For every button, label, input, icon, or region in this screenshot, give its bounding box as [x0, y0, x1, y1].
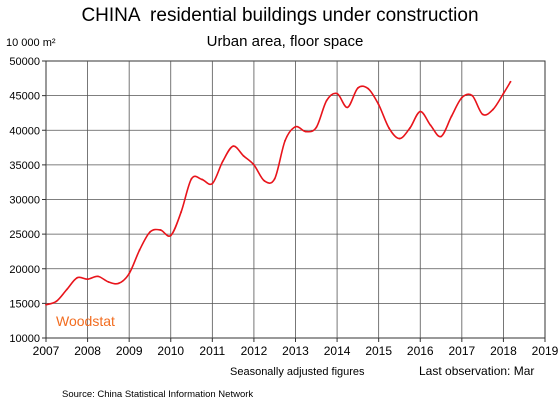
x-tick-label: 2008: [74, 344, 101, 358]
x-tick-label: 2013: [282, 344, 309, 358]
data-point: [107, 281, 110, 283]
data-point: [190, 177, 193, 180]
x-tick-label: 2007: [33, 344, 60, 358]
data-point: [211, 182, 214, 185]
data-point: [253, 163, 255, 166]
data-point: [450, 115, 453, 118]
x-tick-label: 2017: [448, 344, 475, 358]
data-point: [377, 103, 380, 106]
seasonally-adjusted-note: Seasonally adjusted figures: [230, 366, 365, 378]
data-point: [388, 127, 390, 130]
y-tick-label: 30000: [9, 195, 40, 207]
data-point: [315, 126, 318, 129]
data-point: [440, 135, 442, 138]
y-tick-label: 50000: [9, 56, 40, 68]
x-tick-label: 2019: [532, 344, 559, 358]
x-tick-labels: 2007 2008 2009 2010 2011 2012 2013 2014 2015 2016…: [33, 344, 559, 358]
data-point: [86, 278, 89, 281]
data-point: [502, 92, 505, 95]
y-tick-label: 10000: [9, 333, 40, 345]
data-point: [97, 275, 99, 278]
y-tick-label: 45000: [9, 91, 40, 103]
x-tick-label: 2012: [241, 344, 268, 358]
data-point: [408, 127, 411, 130]
x-tick-label: 2016: [407, 344, 434, 358]
data-point: [356, 87, 359, 89]
data-point: [201, 178, 203, 181]
x-tick-label: 2010: [157, 344, 184, 358]
source-note: Source: China Statistical Information Ne…: [62, 389, 253, 400]
data-point: [45, 303, 47, 306]
data-point: [481, 113, 484, 116]
data-point: [325, 99, 328, 102]
data-point: [180, 211, 183, 213]
x-tick-label: 2018: [490, 344, 517, 358]
x-tick-label: 2011: [199, 344, 225, 358]
series-layer: [45, 80, 512, 306]
data-point: [460, 96, 463, 99]
data-point: [149, 231, 151, 233]
y-tick-labels: 10000 15000 20000 25000 30000 35000 40000 45000…: [9, 56, 40, 345]
x-tick-label: 2015: [365, 344, 392, 358]
data-point: [492, 108, 494, 111]
data-point: [336, 92, 338, 95]
data-point: [232, 145, 235, 148]
y-tick-label: 40000: [9, 125, 40, 137]
x-tick-label: 2009: [116, 344, 143, 358]
data-point: [128, 272, 131, 275]
data-point: [159, 229, 162, 231]
data-point: [509, 80, 512, 83]
y-tick-label: 25000: [9, 229, 40, 241]
y-gridlines: [42, 60, 545, 339]
data-point: [65, 288, 68, 291]
data-point: [284, 139, 286, 142]
last-observation-note: Last observation: Mar: [419, 364, 534, 378]
data-point: [263, 179, 266, 182]
x-tick-label: 2014: [324, 344, 351, 358]
data-point: [76, 276, 79, 279]
chart-title: CHINA residential buildings under constr…: [81, 5, 478, 26]
data-point: [242, 154, 245, 157]
data-point: [419, 110, 422, 113]
series-line-0: [45, 80, 512, 306]
data-point: [305, 130, 307, 133]
data-point: [398, 137, 401, 140]
y-tick-label: 20000: [9, 264, 40, 276]
data-point: [294, 125, 297, 128]
data-point: [429, 124, 432, 127]
data-point: [367, 87, 370, 90]
data-point: [221, 160, 224, 163]
woodstat-watermark: Woodstat: [56, 313, 115, 329]
data-point: [55, 300, 58, 303]
y-tick-label: 15000: [9, 298, 40, 310]
data-point: [346, 106, 349, 109]
data-point: [138, 249, 141, 251]
chart-subtitle: Urban area, floor space: [207, 33, 364, 50]
data-point: [169, 234, 172, 237]
y-tick-label: 35000: [9, 160, 40, 172]
data-point: [273, 177, 276, 180]
y-axis-unit-label: 10 000 m²: [6, 37, 56, 49]
data-point: [117, 282, 120, 285]
data-point: [471, 94, 474, 97]
